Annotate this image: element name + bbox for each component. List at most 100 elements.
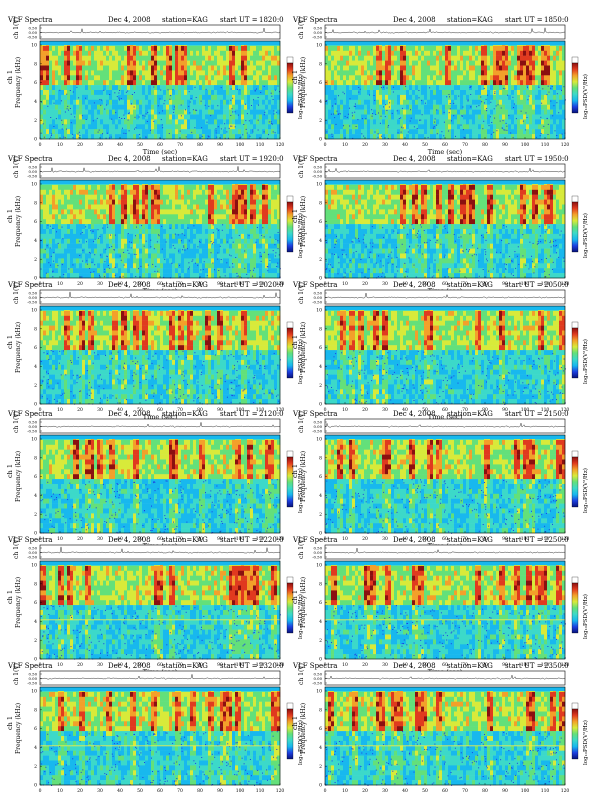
spectrogram-cell [202,190,205,195]
spectrogram-cell [331,124,334,129]
spectrogram-cell [436,70,439,75]
spectrogram-cell [205,61,208,66]
spectrogram-cell [172,134,175,139]
spectrogram-cell [439,80,442,85]
spectrogram-cell [187,115,190,120]
spectrogram-cell [115,195,118,200]
spectrogram-cell [160,200,163,205]
spectrogram-cell [397,46,400,51]
spectrogram-cell [55,205,58,210]
spectrogram-cell [202,249,205,254]
spectrogram-cell [241,61,244,66]
spectrogram-cell [202,61,205,66]
spectrogram-cell [361,56,364,61]
spectrogram-cell [340,80,343,85]
spectrogram-cell [73,224,76,229]
spectrogram-speckle [470,87,471,88]
spectrogram-cell [40,105,43,110]
spectrogram-cell [196,75,199,80]
spectrogram-cell [175,51,178,56]
spectrogram-cell [70,75,73,80]
spectrogram-cell [73,110,76,115]
spectrogram-cell [340,134,343,139]
spectrogram-cell [169,90,172,95]
spectrogram-cell [532,110,535,115]
spectrogram-cell [442,70,445,75]
spectrogram-cell [139,51,142,56]
spectrogram-cell [166,56,169,61]
spectrogram-cell [253,80,256,85]
spectrogram-speckle [102,133,103,134]
spectrogram-cell [190,90,193,95]
spectrogram-cell [538,75,541,80]
spectrogram-cell [355,129,358,134]
spectrogram-cell [241,105,244,110]
spectrogram-speckle [516,118,517,119]
spectrogram-cell [460,100,463,105]
time-tick-label: 90 [502,142,508,148]
spectrogram-cell [400,115,403,120]
spectrogram-cell [67,200,70,205]
spectrogram-cell [49,214,52,219]
spectrogram-cell [373,75,376,80]
spectrogram-cell [67,229,70,234]
spectrogram-cell [178,51,181,56]
spectrogram-cell [43,234,46,239]
spectrogram-cell [478,134,481,139]
spectrogram-cell [160,66,163,71]
spectrogram-cell [70,254,73,259]
spectrogram-cell [184,124,187,129]
spectrogram-cell [334,119,337,124]
spectrogram-cell [211,119,214,124]
spectrogram-cell [511,100,514,105]
spectrogram-cell [166,268,169,273]
time-tick-label: 0 [39,142,42,148]
spectrogram-cell [166,219,169,224]
spectrogram-cell [175,209,178,214]
spectrogram-cell [547,61,550,66]
spectrogram-cell [175,200,178,205]
spectrogram-cell [46,185,49,190]
spectrogram-cell [58,258,61,263]
spectrogram-cell [223,66,226,71]
spectrogram-cell [346,90,349,95]
spectrogram-cell [175,119,178,124]
spectrogram-cell [535,95,538,100]
spectrogram-cell [112,61,115,66]
spectrogram-cell [457,80,460,85]
spectrogram-cell [220,61,223,66]
spectrogram-cell [154,190,157,195]
spectrogram-cell [184,70,187,75]
spectrogram-cell [238,51,241,56]
spectrogram-top-band [40,41,280,45]
spectrogram-cell [172,100,175,105]
spectrogram-cell [157,70,160,75]
spectrogram-cell [151,85,154,90]
spectrogram-cell [175,263,178,268]
spectrogram-cell [535,70,538,75]
spectrogram-cell [199,75,202,80]
spectrogram-cell [199,200,202,205]
spectrogram-cell [199,244,202,249]
spectrogram-cell [346,66,349,71]
spectrogram-cell [541,46,544,51]
spectrogram-cell [439,61,442,66]
spectrogram-cell [214,119,217,124]
spectrogram-cell [262,124,265,129]
spectrogram-speckle [414,126,415,127]
freq-tick-label: 8 [34,61,37,67]
spectrogram-cell [115,56,118,61]
spectrogram-cell [523,90,526,95]
spectrogram-cell [376,105,379,110]
spectrogram-cell [526,134,529,139]
spectrogram-cell [424,105,427,110]
spectrogram-cell [208,268,211,273]
spectrogram-speckle [202,136,203,137]
spectrogram-cell [181,100,184,105]
spectrogram-cell [220,219,223,224]
spectrogram-cell [220,80,223,85]
spectrogram-cell [193,195,196,200]
spectrogram-cell [391,66,394,71]
spectrogram-cell [124,95,127,100]
spectrogram-cell [43,195,46,200]
